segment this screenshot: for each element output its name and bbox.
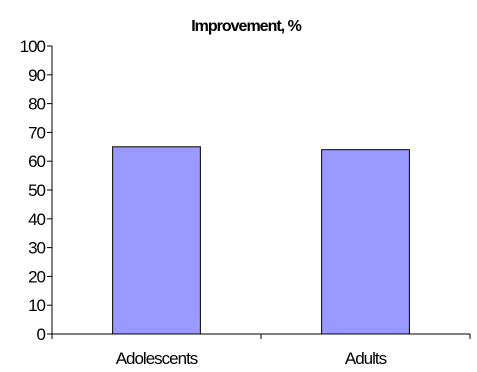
y-tick-label: 90 [28, 66, 45, 85]
y-tick-label: 10 [28, 296, 45, 315]
y-tick-label: 100 [20, 37, 46, 56]
y-tick-label: 50 [28, 181, 45, 200]
y-tick-label: 0 [37, 325, 46, 344]
y-tick-label: 70 [28, 123, 45, 142]
category-labels: Adolescents Adults [116, 349, 388, 368]
x-axis [51, 333, 471, 339]
y-tick-label: 20 [28, 267, 45, 286]
y-axis: 0 10 20 30 40 50 60 70 80 90 100 [20, 37, 53, 344]
y-tick-label: 80 [28, 95, 45, 114]
y-tick-label: 40 [28, 210, 45, 229]
bar-adults [321, 149, 410, 335]
chart-title: Improvement, % [191, 18, 301, 35]
bars [112, 146, 410, 335]
bar-adolescents [112, 146, 201, 335]
y-tick-label: 30 [28, 239, 45, 258]
y-tick-label: 60 [28, 152, 45, 171]
category-label: Adults [345, 349, 387, 368]
category-label: Adolescents [116, 349, 198, 368]
